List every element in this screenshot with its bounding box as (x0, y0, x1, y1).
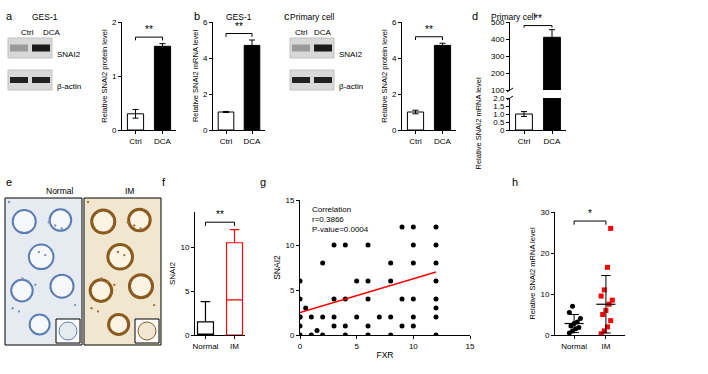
svg-text:**: ** (145, 24, 153, 35)
svg-text:6: 6 (203, 18, 208, 27)
svg-text:Relative SNAI2 mRNA level: Relative SNAI2 mRNA level (191, 30, 200, 122)
svg-text:DCA: DCA (314, 28, 332, 37)
svg-text:Relative SNAI2 mRNA level: Relative SNAI2 mRNA level (528, 227, 537, 319)
svg-text:5: 5 (290, 286, 295, 295)
svg-text:IM: IM (601, 342, 610, 351)
svg-text:**: ** (216, 209, 224, 220)
svg-text:Ctrl: Ctrl (21, 28, 34, 37)
svg-text:0: 0 (500, 126, 505, 135)
svg-text:0: 0 (298, 342, 303, 351)
svg-text:SNAI2: SNAI2 (57, 50, 81, 59)
svg-text:300: 300 (491, 52, 505, 61)
svg-text:c: c (284, 10, 290, 22)
svg-text:r=0.3866: r=0.3866 (312, 215, 344, 224)
svg-text:20: 20 (540, 249, 549, 258)
svg-text:0: 0 (112, 126, 117, 135)
svg-text:Relative SNAI2 protein level: Relative SNAI2 protein level (380, 29, 389, 123)
svg-text:10: 10 (285, 241, 294, 250)
svg-text:2.0: 2.0 (493, 94, 505, 103)
svg-text:10: 10 (180, 243, 189, 252)
svg-text:0: 0 (203, 126, 208, 135)
svg-text:1.5: 1.5 (493, 102, 505, 111)
svg-text:10: 10 (540, 290, 549, 299)
svg-text:d: d (472, 10, 478, 22)
svg-text:DCA: DCA (244, 137, 262, 146)
svg-text:P-value=0.0004: P-value=0.0004 (312, 225, 369, 234)
svg-text:500: 500 (491, 18, 505, 27)
svg-text:h: h (512, 176, 518, 188)
svg-text:DCA: DCA (154, 137, 172, 146)
svg-text:Normal: Normal (561, 342, 587, 351)
svg-text:Ctrl: Ctrl (295, 28, 308, 37)
svg-text:10: 10 (409, 342, 418, 351)
svg-text:Primary cell: Primary cell (290, 12, 335, 22)
svg-text:IM: IM (230, 342, 239, 351)
svg-text:2: 2 (112, 18, 117, 27)
svg-text:Ctrl: Ctrl (129, 137, 142, 146)
svg-text:Relative SNAI2 mRNA level: Relative SNAI2 mRNA level (474, 77, 483, 169)
svg-text:30: 30 (540, 208, 549, 217)
svg-text:1: 1 (112, 72, 117, 81)
svg-text:0: 0 (545, 331, 550, 340)
svg-text:Ctrl: Ctrl (409, 137, 422, 146)
svg-text:5: 5 (185, 287, 190, 296)
svg-text:0: 0 (290, 331, 295, 340)
svg-text:**: ** (534, 13, 542, 24)
svg-text:Primary cell: Primary cell (491, 12, 536, 22)
svg-text:2: 2 (392, 90, 397, 99)
svg-text:4: 4 (392, 54, 397, 63)
svg-text:6: 6 (392, 18, 397, 27)
svg-text:GES-1: GES-1 (32, 12, 58, 22)
svg-text:Ctrl: Ctrl (518, 137, 531, 146)
svg-text:Ctrl: Ctrl (220, 137, 233, 146)
svg-text:0: 0 (185, 331, 190, 340)
svg-text:b: b (194, 10, 200, 22)
svg-text:β-actin: β-actin (57, 82, 81, 91)
svg-text:Correlation: Correlation (312, 205, 351, 214)
svg-text:400: 400 (491, 35, 505, 44)
svg-text:FXR: FXR (377, 350, 394, 360)
svg-text:β-actin: β-actin (339, 82, 363, 91)
svg-text:DCA: DCA (434, 137, 452, 146)
svg-text:200: 200 (491, 69, 505, 78)
svg-text:15: 15 (285, 196, 294, 205)
svg-text:IM: IM (125, 186, 134, 196)
svg-text:Normal: Normal (46, 186, 74, 196)
svg-text:DCA: DCA (43, 28, 61, 37)
svg-text:1.0: 1.0 (493, 110, 505, 119)
svg-text:SNAI2: SNAI2 (339, 50, 363, 59)
svg-text:**: ** (235, 21, 243, 32)
svg-text:SNAI2: SNAI2 (168, 261, 177, 285)
svg-text:Normal: Normal (193, 342, 219, 351)
svg-text:2: 2 (203, 90, 208, 99)
svg-text:f: f (162, 176, 166, 188)
svg-text:100: 100 (491, 86, 505, 95)
svg-text:4: 4 (203, 54, 208, 63)
svg-text:GES-1: GES-1 (226, 12, 252, 22)
svg-text:SNAI2: SNAI2 (272, 255, 282, 280)
svg-text:g: g (260, 176, 266, 188)
svg-text:5: 5 (354, 342, 359, 351)
svg-text:**: ** (425, 24, 433, 35)
svg-text:DCA: DCA (544, 137, 562, 146)
svg-text:Relative SNAI2 protein level: Relative SNAI2 protein level (100, 29, 109, 123)
svg-text:a: a (6, 10, 13, 22)
svg-text:15: 15 (466, 342, 475, 351)
svg-text:e: e (6, 176, 12, 188)
svg-text:0: 0 (392, 126, 397, 135)
svg-text:0.5: 0.5 (493, 118, 505, 127)
svg-text:*: * (588, 208, 592, 219)
